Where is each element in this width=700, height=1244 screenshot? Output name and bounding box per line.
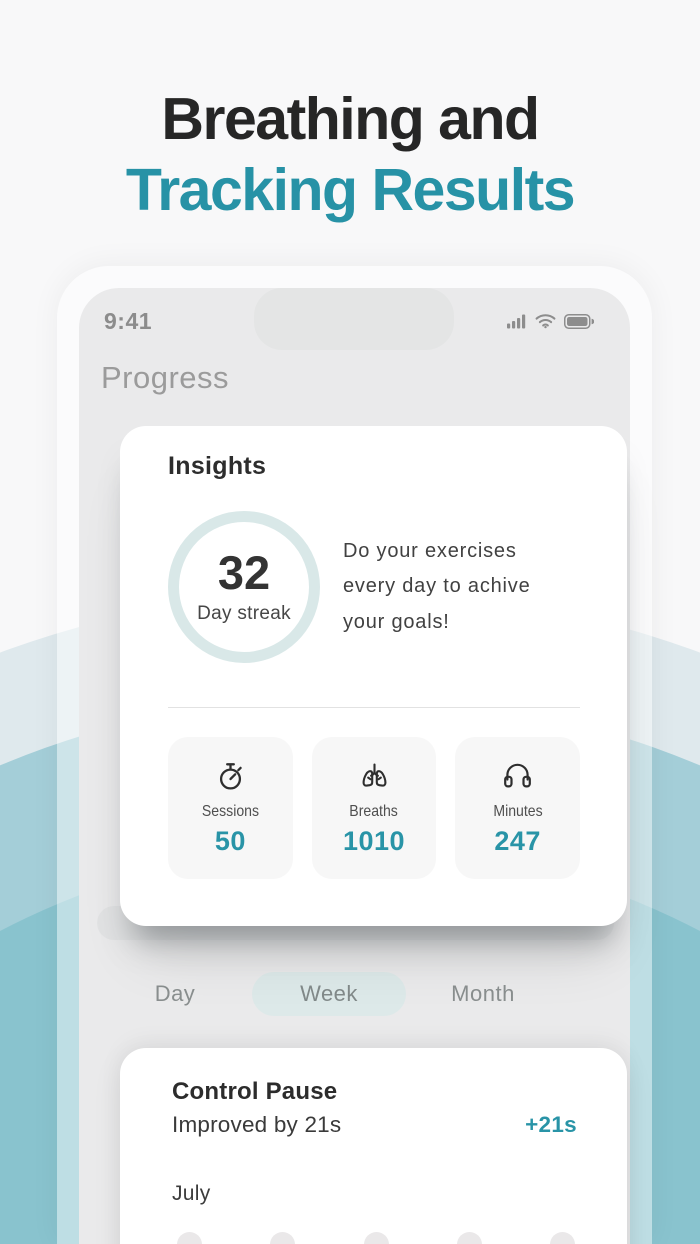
chart-bar — [270, 1232, 295, 1244]
lungs-icon — [357, 757, 392, 795]
status-icons — [507, 313, 594, 329]
control-pause-card: Control Pause Improved by 21s +21s July — [120, 1048, 627, 1244]
control-pause-subtitle-row: Improved by 21s +21s — [172, 1112, 577, 1138]
stat-box-sessions: Sessions 50 — [168, 737, 293, 879]
tab-day[interactable]: Day — [154, 981, 196, 1006]
period-label: July — [172, 1182, 211, 1205]
day-streak-value: 32 — [217, 546, 271, 599]
day-streak-label: Day streak — [197, 603, 291, 624]
stats-row: Sessions 50 Breaths 1010 — [168, 737, 581, 879]
streak-row: 32 Day streak Do your exercises every da… — [168, 511, 580, 663]
hero-title: Breathing and Tracking Results — [0, 84, 700, 226]
stat-box-minutes: Minutes 247 — [455, 737, 581, 879]
control-pause-subtitle: Improved by 21s — [172, 1112, 342, 1137]
control-pause-title: Control Pause — [172, 1078, 338, 1105]
notch — [254, 288, 454, 350]
stat-value: 247 — [494, 826, 541, 856]
stat-value: 1010 — [342, 826, 406, 856]
insights-card-title: Insights — [168, 452, 267, 480]
stopwatch-icon — [216, 757, 245, 795]
headphones-icon — [502, 757, 533, 795]
hero-title-line2: Tracking Results — [125, 157, 576, 223]
status-bar: 9:41 — [104, 307, 594, 334]
motivation-message: Do your exercises every day to achive yo… — [343, 534, 531, 641]
signal-icon — [507, 314, 527, 329]
page-title: Progress — [101, 360, 230, 395]
stat-box-breaths: Breaths 1010 — [311, 737, 437, 879]
chart-bar — [177, 1232, 202, 1244]
insights-card: Insights 32 Day streak Do your exercises… — [120, 426, 627, 926]
hero-title-line1: Breathing and — [161, 86, 540, 152]
period-tabs: Day Week Month — [98, 972, 560, 1016]
divider — [168, 707, 580, 708]
motivation-message-line3: your goals! — [343, 610, 450, 633]
stat-label: Breaths — [349, 803, 399, 820]
control-pause-chart — [120, 1232, 627, 1244]
wifi-icon — [535, 313, 556, 329]
tab-month[interactable]: Month — [451, 981, 515, 1006]
stat-label: Minutes — [493, 803, 543, 820]
stat-label: Sessions — [201, 803, 259, 820]
motivation-message-line2: every day to achive — [343, 575, 531, 598]
chart-bar — [550, 1232, 575, 1244]
chart-bar — [457, 1232, 482, 1244]
status-time: 9:41 — [104, 307, 153, 334]
battery-icon — [564, 313, 594, 329]
chart-bar — [364, 1232, 389, 1244]
stat-value: 50 — [214, 826, 246, 856]
motivation-message-line1: Do your exercises — [343, 539, 517, 562]
improvement-badge: +21s — [525, 1112, 577, 1137]
tab-week[interactable]: Week — [252, 972, 406, 1016]
day-streak-ring: 32 Day streak — [168, 511, 320, 663]
